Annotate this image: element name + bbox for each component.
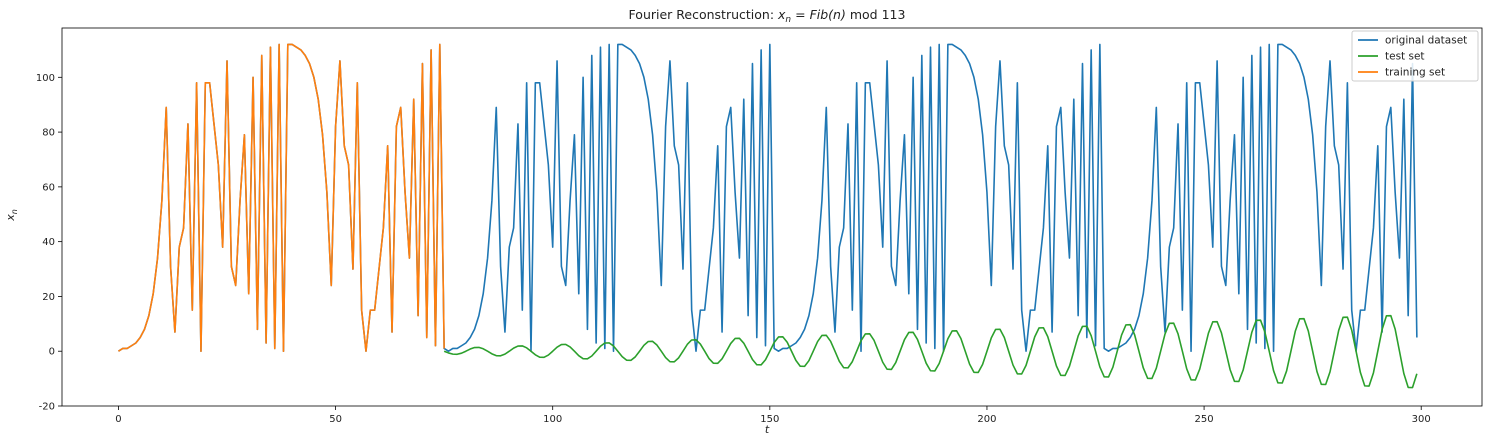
x-tick-label: 150: [760, 414, 779, 425]
legend-label: original dataset: [1385, 35, 1467, 47]
x-tick-label: 0: [115, 414, 121, 425]
y-tick-label: 100: [36, 73, 55, 84]
axes: 0 50 100 150 200 250 300 -20 0 20 40 60 80 100: [36, 73, 1431, 425]
y-tick-label: 80: [42, 128, 55, 139]
x-tick-label: 100: [543, 414, 562, 425]
legend: original dataset test set training set: [1351, 30, 1479, 82]
x-axis-label: t: [765, 423, 770, 436]
series-layer: [118, 43, 1418, 389]
x-tick-label: 250: [1195, 414, 1214, 425]
y-tick-label: 60: [42, 182, 55, 193]
legend-label: training set: [1385, 67, 1445, 79]
y-tick-label: 20: [42, 292, 55, 303]
y-tick-label: 40: [42, 237, 55, 248]
x-tick-label: 50: [329, 414, 342, 425]
series-line-test-set: [443, 314, 1418, 389]
plot-frame: [61, 27, 1483, 407]
legend-box: [1351, 30, 1479, 82]
y-tick-label: 0: [49, 347, 55, 358]
series-line-training-set: [118, 43, 445, 353]
y-tick-label: -20: [39, 402, 55, 413]
x-tick-label: 300: [1412, 414, 1431, 425]
series-line-original-dataset: [118, 43, 1418, 353]
chart-title: Fourier Reconstruction: xn = Fib(n) mod …: [629, 7, 906, 25]
x-tick-label: 200: [977, 414, 996, 425]
legend-label: test set: [1385, 51, 1425, 63]
y-axis-label: xn: [4, 209, 19, 222]
